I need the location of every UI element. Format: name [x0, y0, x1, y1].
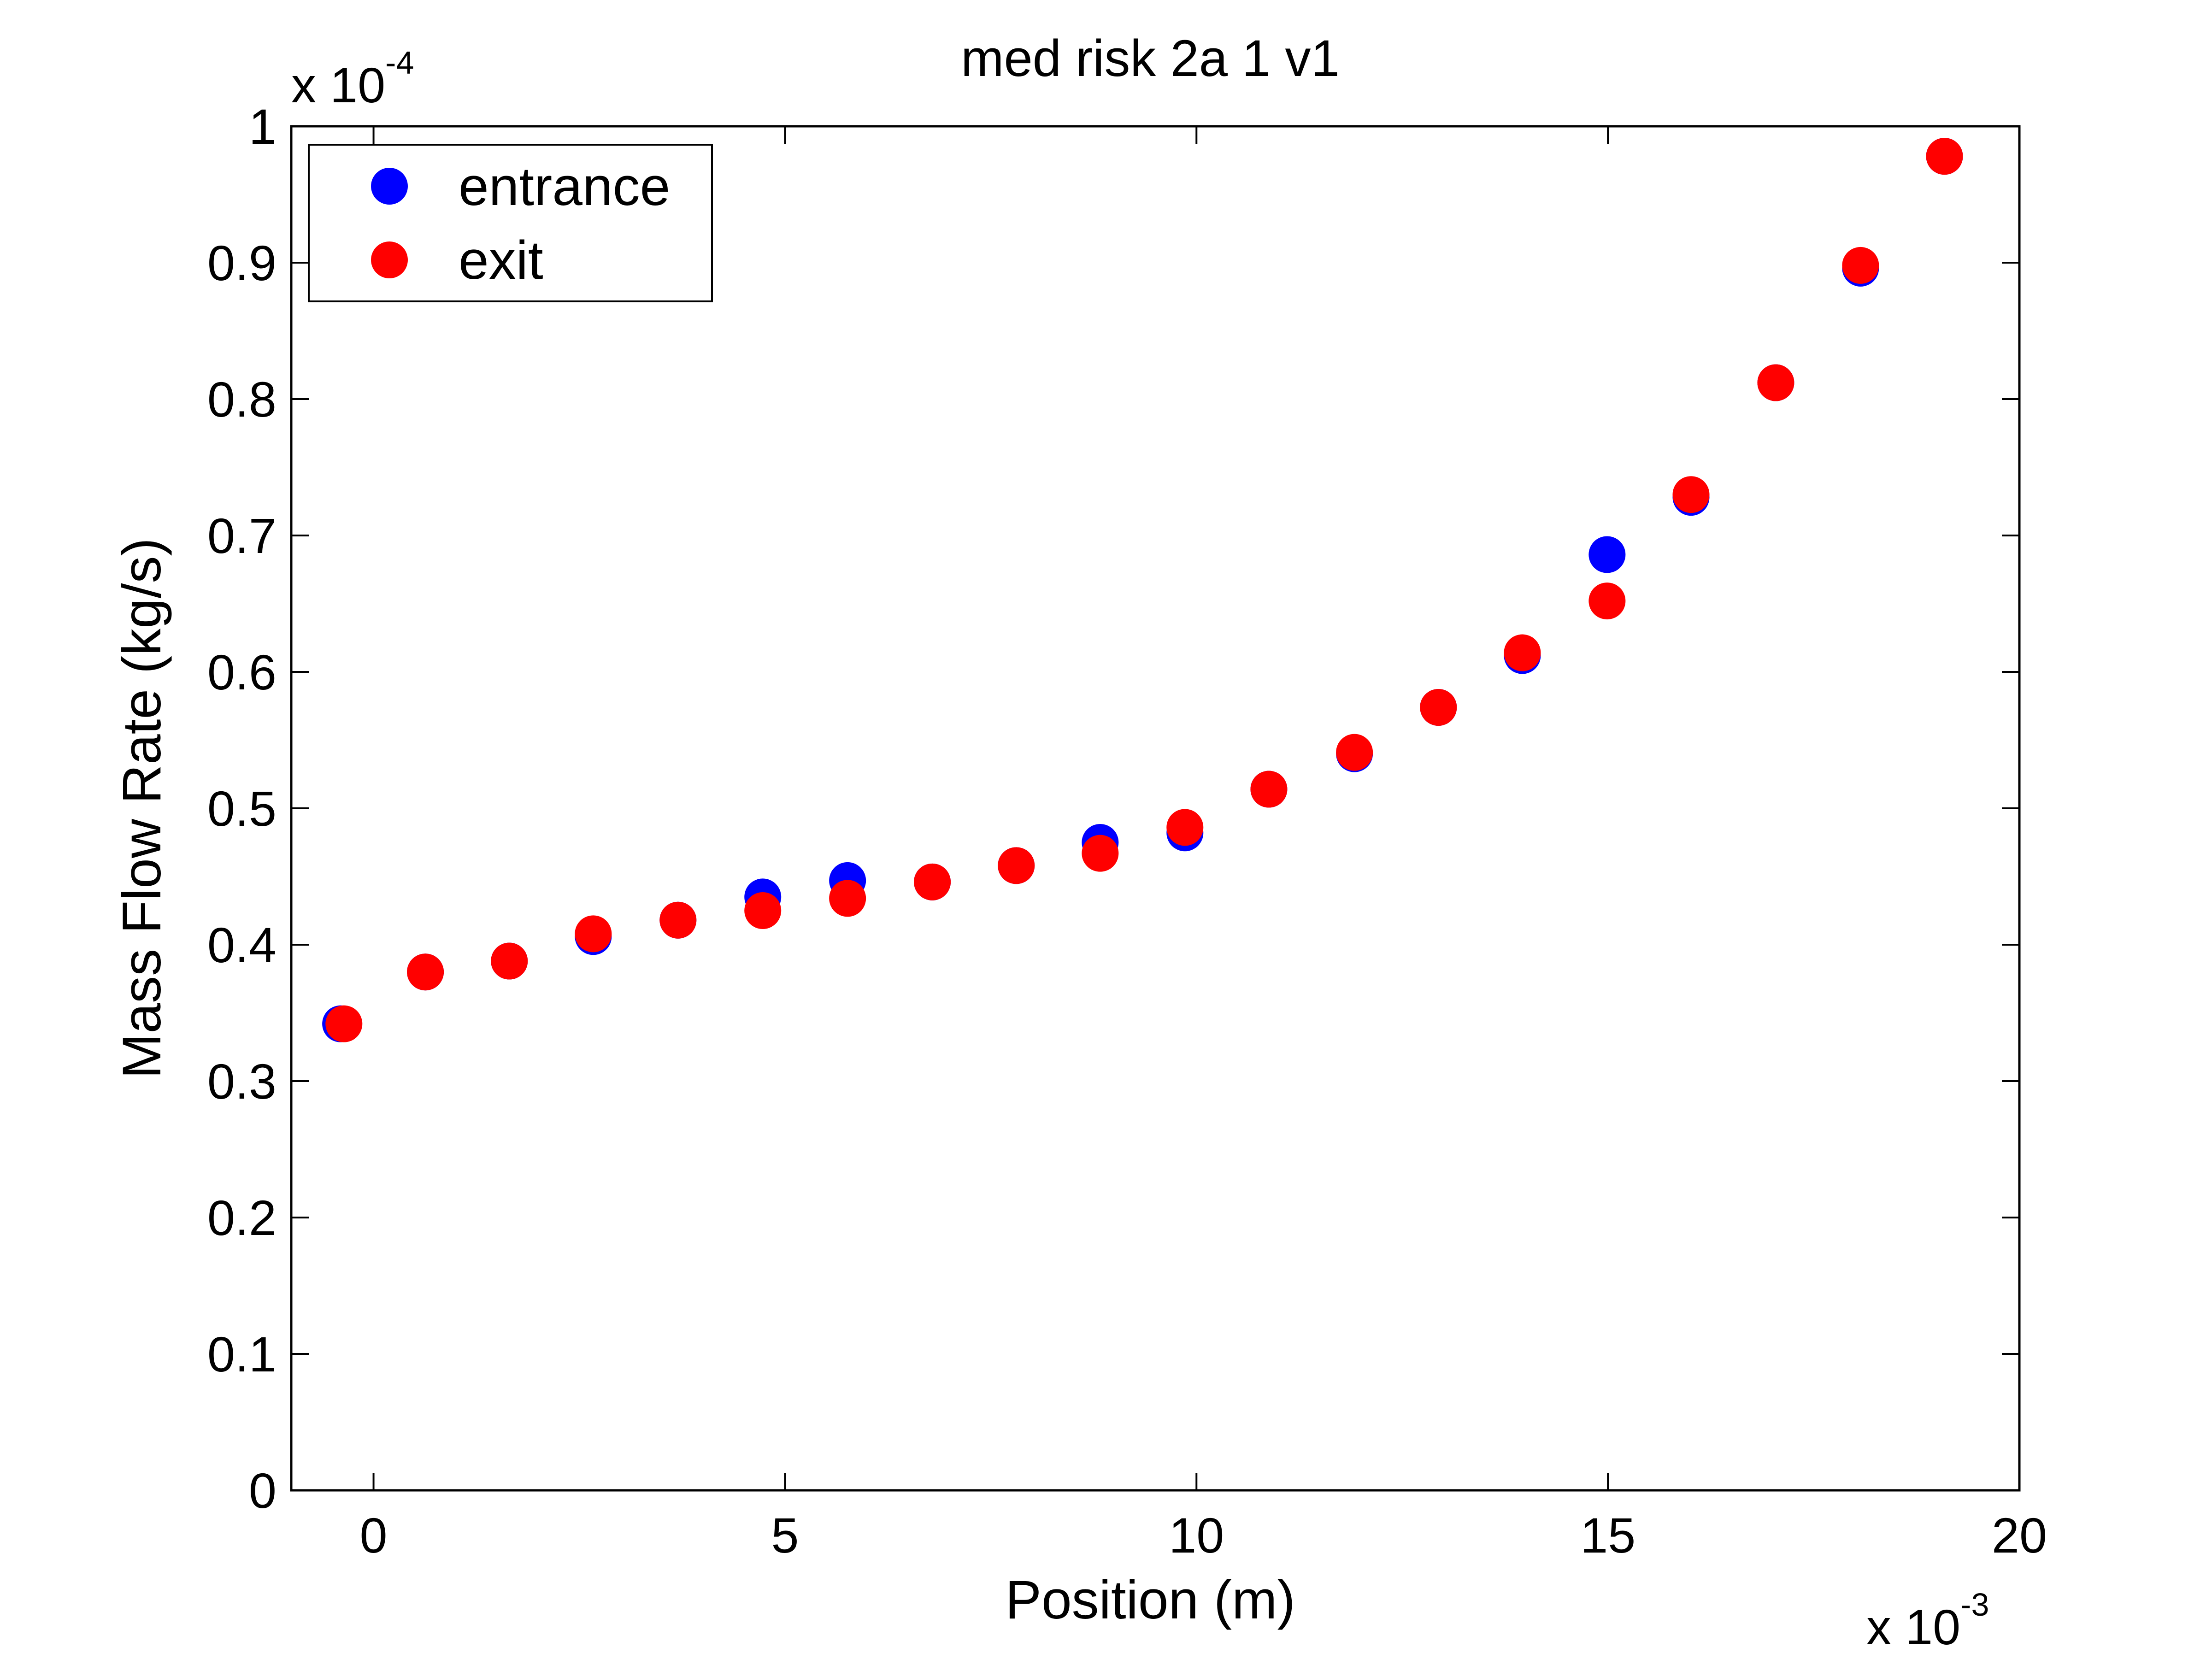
legend-marker-exit — [371, 241, 408, 278]
data-point-exit — [1926, 138, 1963, 175]
data-point-exit — [914, 863, 951, 900]
data-point-exit — [1336, 734, 1373, 771]
x-axis-label: Position (m) — [1005, 1570, 1295, 1630]
axis-ticks — [291, 125, 2020, 1491]
data-point-exit — [491, 942, 528, 980]
data-point-exit — [1250, 771, 1288, 808]
y-tick-label: 0.3 — [207, 1053, 276, 1109]
data-point-exit — [1842, 247, 1879, 284]
series-exit — [325, 138, 1963, 1042]
legend-label-exit: exit — [459, 230, 543, 291]
y-tick-label: 0.7 — [207, 508, 276, 564]
x-axis-multiplier: x 10-3 — [1866, 1587, 1989, 1655]
y-tick-label: 0.2 — [207, 1190, 276, 1246]
y-tick-label: 0.9 — [207, 235, 276, 291]
y-multiplier-exponent: -4 — [385, 45, 414, 81]
data-point-exit — [659, 901, 697, 939]
y-tick-label: 0.4 — [207, 917, 276, 973]
x-multiplier-base: x 10 — [1866, 1599, 1960, 1655]
y-axis-multiplier: x 10-4 — [291, 45, 414, 113]
x-tick-label: 10 — [1169, 1507, 1224, 1563]
data-point-exit — [575, 915, 612, 953]
data-point-exit — [829, 880, 866, 917]
axis-tick-labels: 0 5 10 15 20 0 0.1 0.2 0.3 0.4 0.5 0.6 0.7 0.8 0.9 1 — [207, 99, 2047, 1563]
chart-title: med risk 2a 1 v1 — [961, 29, 1340, 87]
y-axis-label: Mass Flow Rate (kg/s) — [112, 538, 172, 1079]
legend-label-entrance: entrance — [459, 156, 670, 217]
x-multiplier-exponent: -3 — [1960, 1587, 1989, 1623]
legend: entrance exit — [308, 144, 713, 302]
y-tick-label: 0 — [249, 1463, 276, 1518]
y-multiplier-base: x 10 — [291, 57, 385, 113]
y-tick-label: 0.8 — [207, 371, 276, 427]
y-tick-label: 0.6 — [207, 644, 276, 700]
data-point-exit — [1420, 688, 1457, 726]
data-point-exit — [407, 953, 444, 991]
data-point-exit — [1588, 582, 1626, 620]
data-point-exit — [1504, 634, 1541, 671]
legend-box — [308, 144, 713, 302]
data-point-exit — [325, 1005, 363, 1042]
data-point-exit — [744, 892, 782, 929]
data-point-exit — [998, 847, 1035, 884]
data-point-exit — [1672, 476, 1710, 513]
x-tick-label: 5 — [771, 1507, 799, 1563]
data-point-exit — [1082, 835, 1119, 872]
legend-marker-entrance — [371, 168, 408, 205]
y-tick-label: 0.5 — [207, 781, 276, 836]
y-tick-label: 1 — [249, 99, 276, 154]
x-tick-label: 15 — [1580, 1507, 1635, 1563]
y-tick-label: 0.1 — [207, 1326, 276, 1382]
data-markers — [322, 138, 1963, 1042]
x-tick-label: 0 — [360, 1507, 388, 1563]
data-point-exit — [1757, 364, 1794, 401]
x-tick-label: 20 — [1992, 1507, 2047, 1563]
data-point-entrance — [1588, 536, 1626, 573]
data-point-exit — [1166, 809, 1204, 846]
